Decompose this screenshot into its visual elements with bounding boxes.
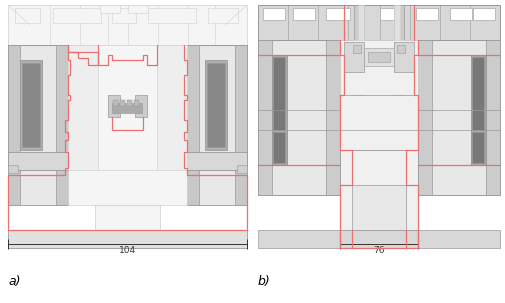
Bar <box>351 185 405 230</box>
Text: b): b) <box>258 275 270 288</box>
Bar <box>367 52 389 62</box>
Bar <box>417 40 431 195</box>
Bar <box>187 45 246 170</box>
Bar <box>470 55 485 165</box>
Bar <box>263 8 284 20</box>
Bar <box>272 130 286 165</box>
Bar <box>393 95 403 195</box>
Bar <box>234 170 246 205</box>
Bar <box>258 230 499 248</box>
Bar <box>485 40 499 195</box>
Bar <box>379 8 403 20</box>
Bar <box>339 150 417 230</box>
Bar <box>95 205 160 230</box>
Bar <box>258 5 499 40</box>
Bar <box>112 8 136 23</box>
Bar <box>147 8 195 23</box>
Text: a): a) <box>8 275 21 288</box>
Bar <box>363 48 393 66</box>
Bar <box>68 170 187 205</box>
Bar <box>258 40 272 195</box>
Bar <box>56 170 68 205</box>
Bar <box>68 45 187 175</box>
Bar <box>20 60 42 150</box>
Bar <box>8 170 68 205</box>
Bar <box>258 40 339 195</box>
Bar <box>236 165 246 173</box>
Bar <box>354 5 363 45</box>
Bar <box>208 8 237 23</box>
Bar <box>53 8 101 23</box>
Bar <box>393 5 403 45</box>
Bar <box>8 45 20 170</box>
Bar <box>134 100 139 106</box>
Bar <box>234 45 246 170</box>
Bar <box>393 42 413 72</box>
Bar <box>108 95 120 117</box>
Bar <box>393 5 399 55</box>
Bar <box>471 57 483 163</box>
Bar <box>471 132 483 163</box>
Bar <box>135 95 147 117</box>
Bar <box>207 63 225 147</box>
Bar <box>396 45 404 53</box>
Bar <box>339 40 417 95</box>
Bar <box>15 8 40 23</box>
Bar <box>339 230 417 248</box>
Bar <box>157 45 187 175</box>
Bar <box>8 152 68 170</box>
Bar <box>120 100 125 106</box>
Bar <box>8 170 20 205</box>
Bar <box>470 130 485 165</box>
Bar <box>112 103 142 113</box>
Bar <box>415 8 437 20</box>
Text: 104: 104 <box>119 246 136 255</box>
Bar <box>8 45 68 170</box>
Bar <box>343 42 363 72</box>
Bar <box>352 45 360 53</box>
Bar <box>187 152 246 170</box>
Bar <box>127 100 132 106</box>
Bar <box>56 45 68 170</box>
Bar <box>292 8 315 20</box>
Bar <box>325 8 349 20</box>
Text: 76: 76 <box>373 246 384 255</box>
Bar <box>325 40 339 195</box>
Bar <box>8 165 18 173</box>
Bar <box>113 100 118 106</box>
Bar <box>187 170 198 205</box>
Bar <box>98 45 157 175</box>
Bar <box>449 8 471 20</box>
Bar <box>354 95 363 195</box>
Bar <box>273 57 284 163</box>
Bar <box>8 230 246 248</box>
Bar <box>22 63 40 147</box>
Bar <box>273 132 284 163</box>
Bar <box>472 8 494 20</box>
Bar <box>187 170 246 205</box>
Bar <box>417 40 499 195</box>
Bar <box>272 55 286 165</box>
Bar <box>358 5 363 55</box>
Bar <box>339 95 417 150</box>
Bar <box>205 60 227 150</box>
Bar <box>187 45 198 170</box>
Bar <box>8 5 246 45</box>
Bar <box>68 45 98 175</box>
Bar <box>100 5 120 13</box>
Bar <box>128 5 147 13</box>
